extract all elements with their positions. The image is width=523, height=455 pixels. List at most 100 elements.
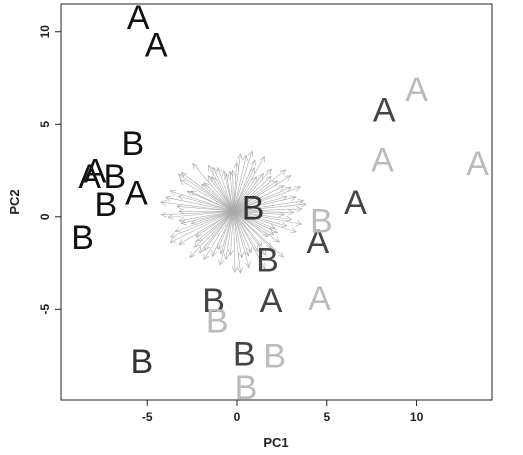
y-axis-title: PC2 bbox=[7, 189, 22, 214]
loading-arrow bbox=[191, 210, 234, 224]
loading-arrow bbox=[233, 210, 287, 227]
loading-arrow bbox=[201, 183, 234, 212]
loading-arrow bbox=[181, 172, 234, 212]
loading-arrowhead bbox=[160, 200, 167, 206]
loading-arrowhead bbox=[242, 154, 249, 162]
loading-arrowhead bbox=[280, 195, 288, 201]
loadings-star bbox=[160, 150, 307, 274]
loading-arrow bbox=[233, 211, 243, 258]
loading-arrow bbox=[233, 180, 278, 212]
data-point-b: B bbox=[256, 241, 279, 279]
loading-arrowhead bbox=[247, 150, 254, 158]
loading-arrowhead bbox=[229, 169, 236, 176]
loading-arrow bbox=[233, 156, 265, 212]
loading-arrowhead bbox=[180, 219, 187, 225]
loading-arrowhead bbox=[232, 266, 238, 273]
loading-arrowhead bbox=[178, 216, 185, 223]
data-point-a: A bbox=[125, 175, 148, 213]
loading-arrowhead bbox=[278, 185, 285, 191]
loading-arrow bbox=[194, 211, 234, 248]
loading-arrow bbox=[189, 211, 234, 258]
loading-arrow bbox=[232, 170, 234, 212]
data-point-b: B bbox=[130, 343, 153, 381]
data-point-b: B bbox=[71, 219, 94, 257]
loading-arrow bbox=[233, 210, 274, 236]
loading-arrow bbox=[233, 210, 302, 225]
y-tick-label: 0 bbox=[38, 213, 52, 220]
loading-arrow bbox=[233, 210, 294, 213]
loading-arrow bbox=[233, 175, 291, 212]
loading-arrow bbox=[233, 162, 237, 212]
loading-arrowhead bbox=[203, 181, 210, 189]
loading-arrow bbox=[174, 210, 234, 232]
loading-arrowhead bbox=[164, 195, 172, 202]
loading-arrow bbox=[207, 175, 234, 212]
loading-arrowhead bbox=[216, 166, 223, 174]
loading-arrowhead bbox=[261, 231, 269, 238]
data-point-b: B bbox=[202, 282, 225, 320]
loading-arrowhead bbox=[290, 227, 297, 233]
plot-frame bbox=[60, 3, 493, 401]
data-point-a: A bbox=[260, 282, 283, 320]
loading-arrow bbox=[170, 210, 234, 238]
loading-arrow bbox=[225, 173, 234, 212]
y-tick-label: 5 bbox=[38, 121, 52, 128]
loading-arrow bbox=[178, 195, 234, 212]
loading-arrowhead bbox=[271, 180, 279, 187]
loading-arrow bbox=[203, 182, 234, 212]
loading-arrow bbox=[225, 211, 234, 260]
loading-arrowhead bbox=[192, 162, 199, 170]
loading-arrowhead bbox=[246, 246, 253, 254]
loading-arrow bbox=[233, 176, 272, 212]
loading-arrowhead bbox=[174, 226, 182, 233]
y-tick-label: -5 bbox=[38, 304, 52, 315]
loading-arrow bbox=[219, 211, 234, 266]
loading-arrow bbox=[233, 211, 272, 249]
loading-arrow bbox=[212, 167, 234, 212]
data-point-a: A bbox=[344, 184, 367, 222]
loading-arrow bbox=[192, 163, 234, 212]
loading-arrowhead bbox=[195, 235, 203, 242]
loading-arrow bbox=[233, 211, 266, 269]
y-axis: -5 0 5 10 bbox=[38, 25, 61, 315]
loading-arrowhead bbox=[212, 166, 218, 174]
loading-arrowhead bbox=[190, 191, 197, 197]
loading-arrow bbox=[170, 190, 234, 212]
loading-arrow bbox=[212, 211, 234, 257]
data-point-a: A bbox=[84, 153, 107, 191]
loading-arrow bbox=[204, 211, 234, 251]
loading-arrowhead bbox=[285, 187, 292, 193]
loading-arrowhead bbox=[290, 195, 297, 202]
loading-arrow bbox=[220, 211, 234, 254]
loading-arrowhead bbox=[250, 159, 256, 166]
loading-arrow bbox=[233, 211, 236, 273]
data-point-a: A bbox=[466, 145, 489, 183]
loading-arrowhead bbox=[285, 215, 293, 222]
loading-arrow bbox=[233, 151, 253, 212]
loading-arrow bbox=[233, 210, 297, 233]
loading-arrowhead bbox=[211, 250, 217, 258]
loading-arrow bbox=[233, 208, 302, 212]
data-point-b: B bbox=[104, 158, 127, 196]
loading-arrowhead bbox=[265, 175, 272, 183]
loading-arrow bbox=[196, 211, 234, 242]
loading-arrowhead bbox=[300, 201, 307, 208]
loading-arrow bbox=[217, 167, 234, 212]
loading-arrowhead bbox=[284, 175, 292, 181]
loading-arrowhead bbox=[265, 242, 272, 249]
loading-arrowhead bbox=[257, 172, 264, 180]
loading-arrow bbox=[233, 210, 285, 215]
loading-arrow bbox=[233, 211, 284, 258]
loading-arrowhead bbox=[218, 259, 224, 266]
loading-arrowhead bbox=[294, 186, 302, 192]
loading-arrow bbox=[179, 179, 234, 212]
x-tick-label: 10 bbox=[410, 410, 424, 424]
loading-arrowhead bbox=[251, 176, 257, 183]
loading-arrow bbox=[233, 211, 267, 256]
loading-arrowhead bbox=[295, 220, 303, 226]
y-tick-label: 10 bbox=[38, 25, 52, 39]
data-point-b: B bbox=[235, 369, 258, 407]
loading-arrowhead bbox=[170, 232, 177, 238]
